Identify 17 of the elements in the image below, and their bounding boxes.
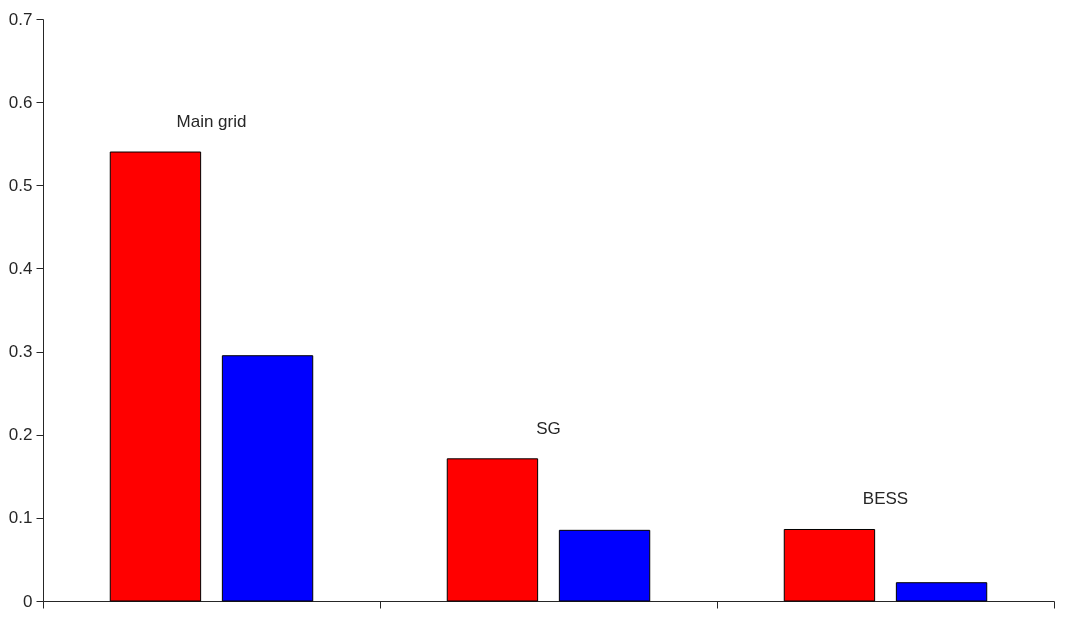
x-tick-label: Main grid xyxy=(176,112,247,132)
y-tick-label: 0.5 xyxy=(8,175,33,195)
bar xyxy=(558,529,651,602)
y-tick-label: 0.2 xyxy=(8,425,33,445)
y-tick-label: 0.7 xyxy=(8,9,33,29)
bar xyxy=(446,458,539,602)
y-tick-label: 0 xyxy=(23,591,33,611)
bar xyxy=(221,355,314,602)
y-tick-label: 0.4 xyxy=(8,258,33,278)
x-tick-label: SG xyxy=(536,418,561,438)
bar xyxy=(109,151,202,602)
x-tick-label: BESS xyxy=(862,489,909,509)
y-tick-label: 0.3 xyxy=(8,342,33,362)
y-tick-label: 0.6 xyxy=(8,92,33,112)
bar xyxy=(783,529,876,602)
y-tick-label: 0.1 xyxy=(8,508,33,528)
bar xyxy=(895,582,988,602)
